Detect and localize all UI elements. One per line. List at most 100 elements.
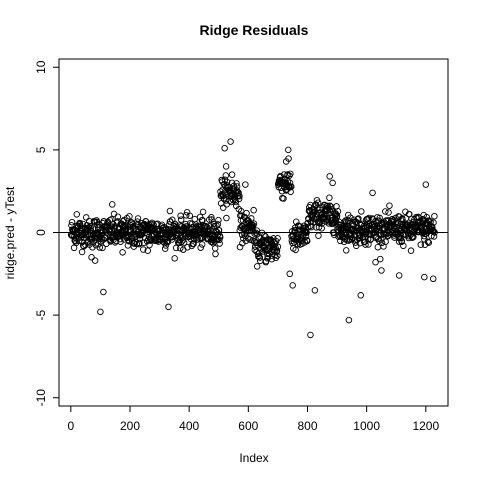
residual-point bbox=[233, 180, 240, 187]
residual-point bbox=[250, 220, 258, 227]
residual-point bbox=[245, 235, 252, 242]
residual-point bbox=[180, 239, 188, 246]
residual-point bbox=[311, 287, 319, 294]
residual-point bbox=[410, 233, 417, 241]
residual-point bbox=[165, 303, 172, 311]
residual-point bbox=[161, 245, 169, 252]
x-tick-label: 0 bbox=[67, 419, 74, 433]
y-tick-label: 5 bbox=[34, 146, 48, 153]
residual-point bbox=[96, 244, 104, 251]
residual-point bbox=[302, 233, 310, 240]
residual-point bbox=[178, 238, 185, 246]
residual-point bbox=[274, 235, 281, 242]
residual-point bbox=[97, 308, 104, 316]
residual-point bbox=[216, 234, 224, 241]
residual-point bbox=[374, 214, 381, 221]
residual-point bbox=[333, 212, 341, 220]
residual-point bbox=[421, 273, 428, 281]
residual-point bbox=[326, 202, 334, 210]
residual-point bbox=[326, 173, 333, 180]
residual-point bbox=[171, 255, 178, 262]
residual-point bbox=[284, 171, 291, 178]
residual-point bbox=[395, 272, 403, 279]
residual-point bbox=[395, 238, 403, 245]
residual-point bbox=[314, 199, 322, 206]
residual-point bbox=[274, 243, 282, 250]
residual-point bbox=[382, 238, 389, 245]
residual-point bbox=[208, 214, 215, 221]
residual-point bbox=[221, 144, 228, 152]
residual-point bbox=[108, 201, 116, 208]
residual-point bbox=[422, 181, 430, 188]
chart-title: Ridge Residuals bbox=[200, 22, 309, 38]
residual-point bbox=[306, 222, 314, 230]
residual-point bbox=[254, 230, 261, 238]
residual-point bbox=[256, 249, 263, 257]
residual-point bbox=[400, 242, 407, 250]
residual-point bbox=[303, 237, 311, 245]
residual-point bbox=[334, 208, 342, 215]
residual-point bbox=[144, 247, 151, 254]
residual-point bbox=[219, 204, 227, 211]
residual-point bbox=[396, 231, 404, 238]
residual-point bbox=[243, 209, 250, 217]
y-tick-label: 10 bbox=[34, 60, 48, 74]
residual-point bbox=[124, 242, 132, 249]
residual-point bbox=[354, 216, 362, 223]
residual-point bbox=[326, 194, 333, 202]
residual-point bbox=[280, 195, 287, 202]
residual-point bbox=[292, 246, 299, 254]
residual-point bbox=[136, 239, 143, 247]
x-tick-label: 1200 bbox=[412, 419, 439, 433]
residual-point bbox=[415, 214, 422, 222]
residual-point bbox=[75, 237, 83, 245]
residual-point bbox=[184, 244, 191, 251]
residual-point bbox=[289, 282, 296, 289]
residual-point bbox=[177, 216, 185, 223]
residual-point bbox=[345, 316, 353, 324]
residual-point bbox=[382, 208, 389, 215]
residual-point bbox=[357, 292, 364, 299]
y-axis: -10 -5 0 5 10 bbox=[34, 60, 60, 406]
residual-point bbox=[431, 212, 438, 220]
residual-point bbox=[242, 181, 249, 188]
residual-point bbox=[68, 218, 76, 226]
residual-point bbox=[358, 208, 365, 215]
residual-point bbox=[342, 247, 350, 254]
residual-point bbox=[166, 207, 174, 215]
x-tick-label: 800 bbox=[297, 419, 317, 433]
residual-point bbox=[235, 195, 243, 203]
residual-point bbox=[285, 146, 292, 154]
residual-point bbox=[215, 216, 222, 224]
residual-point bbox=[430, 228, 438, 235]
residual-point bbox=[424, 238, 432, 245]
residual-point bbox=[134, 215, 142, 222]
residual-point bbox=[73, 211, 80, 218]
residual-point bbox=[286, 179, 294, 187]
x-tick-label: 400 bbox=[179, 419, 199, 433]
residual-point bbox=[72, 238, 79, 245]
residual-point bbox=[198, 241, 206, 248]
residual-point bbox=[308, 223, 315, 231]
residual-point bbox=[307, 331, 314, 339]
residual-point bbox=[347, 214, 354, 221]
residual-point bbox=[168, 236, 176, 243]
y-tick-label: -5 bbox=[34, 309, 48, 320]
residual-point bbox=[268, 255, 275, 263]
residual-point bbox=[407, 247, 415, 254]
residual-point bbox=[377, 255, 384, 263]
residual-point bbox=[253, 263, 261, 270]
residual-point bbox=[430, 233, 438, 240]
residual-point bbox=[429, 275, 437, 283]
residual-point bbox=[236, 192, 243, 200]
residual-point bbox=[378, 239, 386, 247]
residual-point bbox=[287, 170, 294, 178]
residual-point bbox=[116, 235, 124, 243]
residual-point bbox=[417, 241, 425, 248]
residual-point bbox=[78, 248, 86, 256]
residual-point bbox=[282, 158, 290, 165]
residual-point bbox=[332, 211, 340, 218]
residual-point bbox=[355, 235, 363, 242]
residual-point bbox=[287, 183, 295, 190]
